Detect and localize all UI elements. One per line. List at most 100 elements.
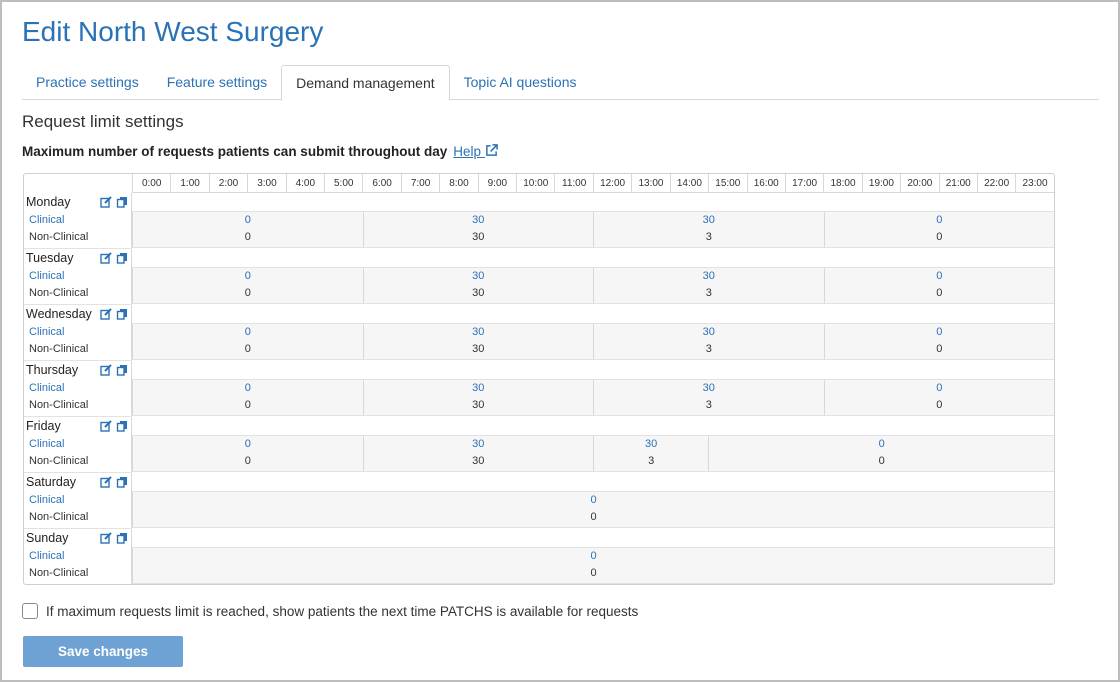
day-header-strip bbox=[132, 417, 1054, 436]
edit-icon[interactable] bbox=[100, 476, 112, 488]
day-name: Sunday bbox=[26, 531, 69, 545]
non-clinical-limit-value: 0 bbox=[244, 231, 251, 243]
edit-icon[interactable] bbox=[100, 420, 112, 432]
day-header: Tuesday bbox=[24, 249, 132, 268]
non-clinical-limit-value: 30 bbox=[472, 231, 485, 243]
limit-segment[interactable]: 30 3 bbox=[593, 380, 824, 416]
clinical-limit-value: 30 bbox=[472, 382, 485, 394]
limit-segment[interactable]: 30 30 bbox=[362, 212, 593, 248]
clinical-limit-value: 0 bbox=[878, 438, 885, 450]
grid-description: Maximum number of requests patients can … bbox=[22, 144, 498, 159]
non-clinical-label: Non-Clinical bbox=[29, 343, 89, 355]
day-name: Saturday bbox=[26, 475, 77, 489]
hour-header-cell: 6:00 bbox=[362, 174, 401, 193]
save-changes-button[interactable]: Save changes bbox=[23, 636, 183, 667]
non-clinical-limit-value: 30 bbox=[472, 287, 485, 299]
day-row-wednesday: Wednesday Clinical Non-Clinical 0 0 30 30 30 3 0 0 bbox=[24, 305, 1054, 361]
day-separator bbox=[24, 416, 132, 417]
day-row-sunday: Sunday Clinical Non-Clinical 0 0 bbox=[24, 529, 1054, 585]
copy-icon[interactable] bbox=[116, 196, 128, 208]
tab-demand-management[interactable]: Demand management bbox=[281, 65, 450, 101]
clinical-limit-value: 0 bbox=[936, 382, 943, 394]
hour-header-cell: 17:00 bbox=[784, 174, 824, 193]
limit-segment[interactable]: 30 30 bbox=[362, 380, 593, 416]
limit-segment[interactable]: 30 3 bbox=[593, 436, 709, 472]
clinical-label: Clinical bbox=[29, 550, 65, 562]
day-separator bbox=[24, 584, 132, 585]
limit-segment[interactable]: 30 3 bbox=[593, 212, 824, 248]
help-link[interactable]: Help bbox=[453, 144, 498, 159]
clinical-limit-value: 0 bbox=[244, 326, 251, 338]
day-row-thursday: Thursday Clinical Non-Clinical 0 0 30 30 30 3 0 0 bbox=[24, 361, 1054, 417]
hour-header-cell: 15:00 bbox=[708, 174, 747, 193]
hour-header-cell: 20:00 bbox=[900, 174, 939, 193]
copy-icon[interactable] bbox=[116, 476, 128, 488]
copy-icon[interactable] bbox=[116, 308, 128, 320]
clinical-limit-value: 0 bbox=[590, 550, 597, 562]
limit-segment[interactable]: 30 30 bbox=[362, 268, 593, 304]
clinical-limit-value: 30 bbox=[472, 270, 485, 282]
hour-header-cell: 14:00 bbox=[669, 174, 709, 193]
next-available-option: If maximum requests limit is reached, sh… bbox=[22, 603, 638, 619]
edit-icon[interactable] bbox=[100, 196, 112, 208]
non-clinical-limit-value: 0 bbox=[590, 567, 597, 579]
non-clinical-limit-value: 0 bbox=[878, 455, 885, 467]
non-clinical-label: Non-Clinical bbox=[29, 399, 89, 411]
day-row-friday: Friday Clinical Non-Clinical 0 0 30 30 30 3 0 0 bbox=[24, 417, 1054, 473]
non-clinical-limit-value: 30 bbox=[472, 455, 485, 467]
edit-icon[interactable] bbox=[100, 364, 112, 376]
tab-practice-settings[interactable]: Practice settings bbox=[36, 74, 139, 90]
non-clinical-limit-value: 3 bbox=[705, 343, 712, 355]
next-available-checkbox[interactable] bbox=[22, 603, 38, 619]
limit-segment[interactable]: 30 3 bbox=[593, 324, 824, 360]
edit-icon[interactable] bbox=[100, 532, 112, 544]
clinical-limit-value: 0 bbox=[590, 494, 597, 506]
day-header: Friday bbox=[24, 417, 132, 436]
edit-icon[interactable] bbox=[100, 308, 112, 320]
tab-topic-ai-questions[interactable]: Topic AI questions bbox=[463, 74, 577, 90]
day-header: Monday bbox=[24, 193, 132, 212]
hour-header-cell: 7:00 bbox=[400, 174, 440, 193]
non-clinical-limit-value: 0 bbox=[244, 455, 251, 467]
non-clinical-limit-value: 3 bbox=[705, 287, 712, 299]
clinical-limit-value: 0 bbox=[244, 438, 251, 450]
clinical-limit-value: 30 bbox=[472, 214, 485, 226]
day-separator bbox=[24, 528, 132, 529]
clinical-limit-value: 30 bbox=[645, 438, 658, 450]
limit-segment[interactable]: 30 3 bbox=[593, 268, 824, 304]
copy-icon[interactable] bbox=[116, 364, 128, 376]
limit-segment[interactable]: 30 30 bbox=[362, 324, 593, 360]
clinical-limit-value: 30 bbox=[702, 214, 715, 226]
copy-icon[interactable] bbox=[116, 420, 128, 432]
copy-icon[interactable] bbox=[116, 532, 128, 544]
tab-feature-settings[interactable]: Feature settings bbox=[166, 74, 268, 90]
hour-header-cell: 8:00 bbox=[439, 174, 478, 193]
day-header-strip bbox=[132, 473, 1054, 492]
non-clinical-limit-value: 0 bbox=[936, 231, 943, 243]
hour-header-cell: 5:00 bbox=[324, 174, 363, 193]
limit-segment[interactable]: 30 30 bbox=[362, 436, 593, 472]
hour-header-cell: 11:00 bbox=[554, 174, 593, 193]
day-header-strip bbox=[132, 361, 1054, 380]
edit-icon[interactable] bbox=[100, 252, 112, 264]
non-clinical-label: Non-Clinical bbox=[29, 455, 89, 467]
copy-icon[interactable] bbox=[116, 252, 128, 264]
hour-header-cell: 9:00 bbox=[477, 174, 517, 193]
hour-header-cell: 13:00 bbox=[631, 174, 670, 193]
non-clinical-limit-value: 3 bbox=[648, 455, 655, 467]
clinical-limit-value: 0 bbox=[244, 214, 251, 226]
hour-header-cell: 3:00 bbox=[247, 174, 286, 193]
day-header-strip bbox=[132, 529, 1054, 548]
